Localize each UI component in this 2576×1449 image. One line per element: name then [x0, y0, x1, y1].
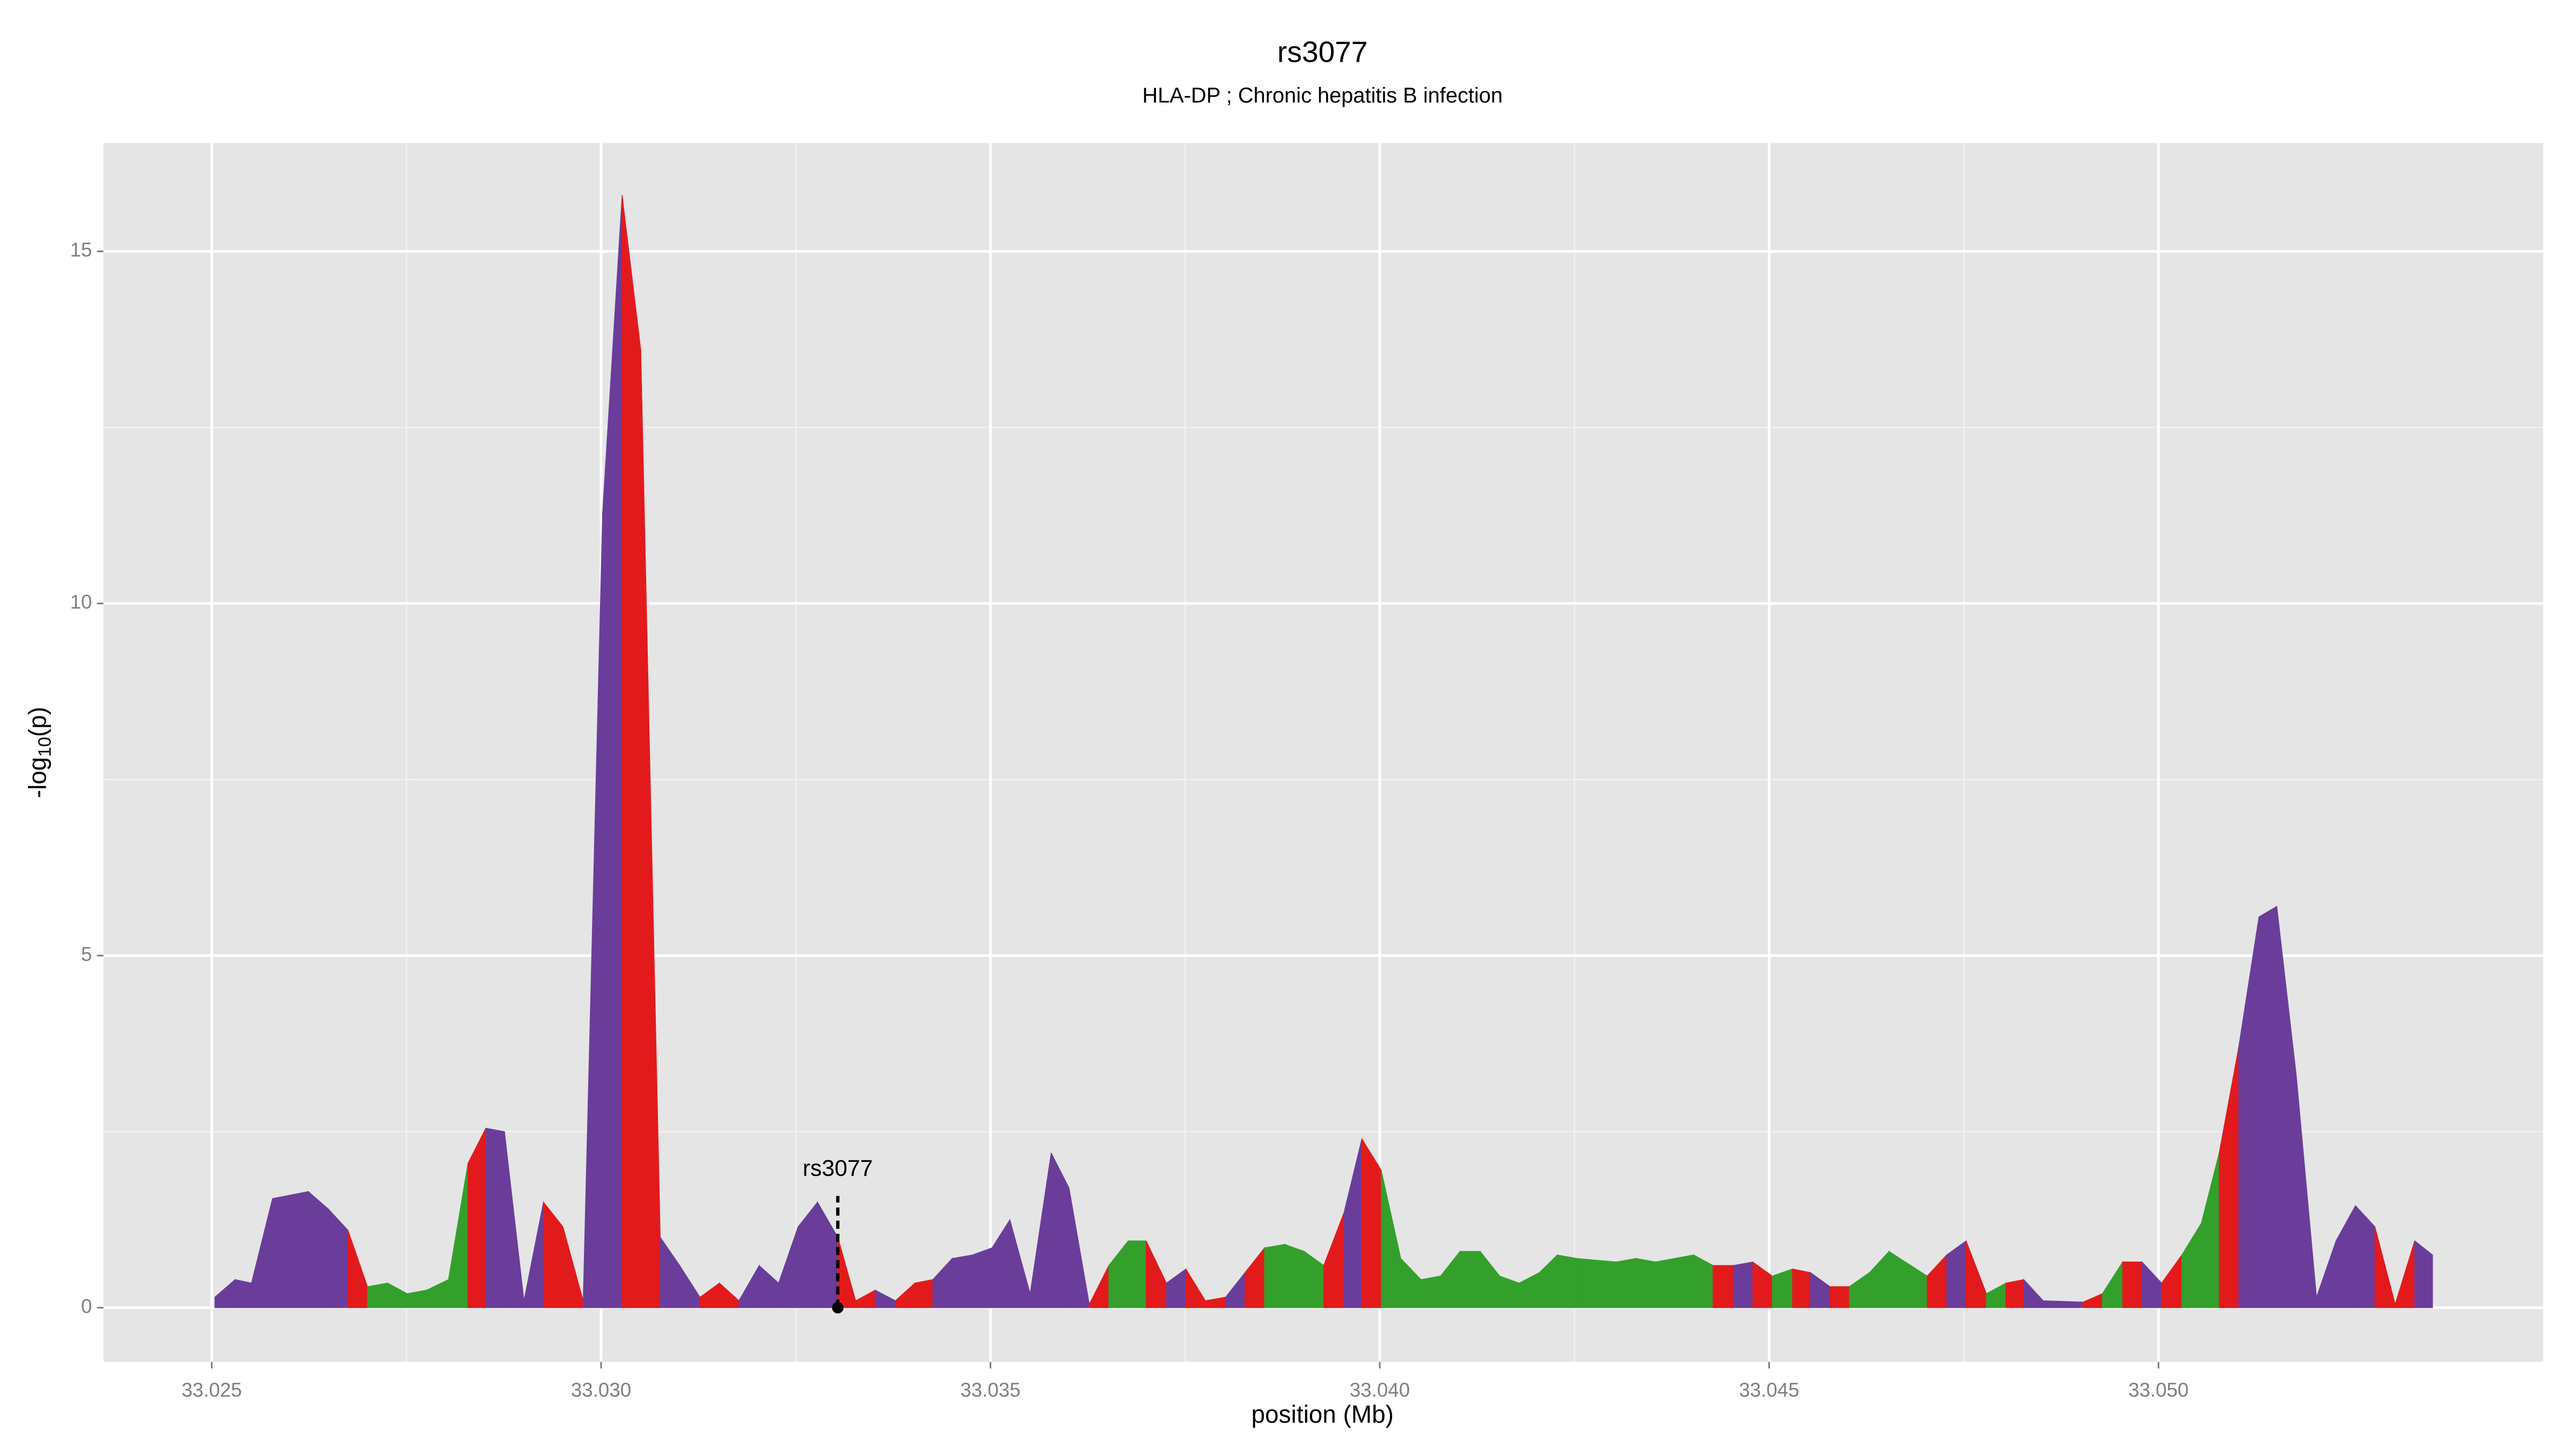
- y-label-subscript: 10: [35, 737, 55, 757]
- x-tick-label: 33.050: [2128, 1379, 2189, 1401]
- x-tick-label: 33.030: [571, 1379, 631, 1401]
- area-segment: [235, 1279, 252, 1308]
- area-segment: [1772, 1268, 1793, 1308]
- area-segment: [1616, 1258, 1636, 1308]
- area-segment: [1733, 1261, 1753, 1308]
- y-tick-label: 0: [81, 1295, 92, 1317]
- area-segment: [952, 1254, 973, 1308]
- area-segment: [972, 1247, 993, 1308]
- annotation-point: [832, 1302, 844, 1314]
- chart-subtitle: HLA-DP ; Chronic hepatitis B infection: [1143, 84, 1503, 107]
- area-segment: [1284, 1243, 1305, 1308]
- area-segment: [1829, 1286, 1850, 1308]
- y-label-text: -log: [24, 757, 52, 799]
- area-segment: [2258, 905, 2278, 1308]
- area-segment: [1576, 1258, 1617, 1308]
- x-axis-label: position (Mb): [1252, 1400, 1394, 1428]
- area-segment: [621, 195, 641, 1308]
- area-segment: [1264, 1243, 1285, 1308]
- area-segment: [1128, 1240, 1147, 1308]
- area-segment: [2414, 1240, 2433, 1308]
- area-segment: [1655, 1254, 1694, 1308]
- area-segment: [1459, 1251, 1481, 1308]
- area-segment: [485, 1128, 505, 1308]
- x-tick-label: 33.025: [181, 1379, 241, 1401]
- plot-panel: [103, 143, 2543, 1362]
- area-segment: [2005, 1279, 2024, 1308]
- area-segment: [2122, 1261, 2143, 1308]
- area: [214, 195, 2433, 1308]
- area-segment: [1421, 1275, 1441, 1308]
- x-tick-label: 33.035: [960, 1379, 1020, 1401]
- y-label-suffix: (p): [24, 707, 52, 737]
- y-axis-label: -log10(p): [24, 707, 55, 798]
- area-segment: [1792, 1268, 1811, 1308]
- annotation-label: rs3077: [803, 1155, 873, 1181]
- area-segment: [914, 1279, 933, 1308]
- x-tick-label: 33.040: [1350, 1379, 1410, 1401]
- area-segment: [1635, 1258, 1656, 1308]
- chart-title: rs3077: [1277, 35, 1367, 69]
- area-segment: [308, 1190, 329, 1308]
- area-segment: [367, 1283, 389, 1308]
- y-tick-label: 15: [70, 239, 92, 261]
- area-segment: [272, 1191, 309, 1308]
- area-segment: [1713, 1265, 1734, 1308]
- area-segment: [2043, 1300, 2083, 1308]
- area-segment: [1557, 1254, 1577, 1308]
- y-tick-label: 10: [70, 591, 92, 613]
- x-tick-label: 33.045: [1739, 1379, 1799, 1401]
- y-tick-label: 5: [81, 943, 92, 965]
